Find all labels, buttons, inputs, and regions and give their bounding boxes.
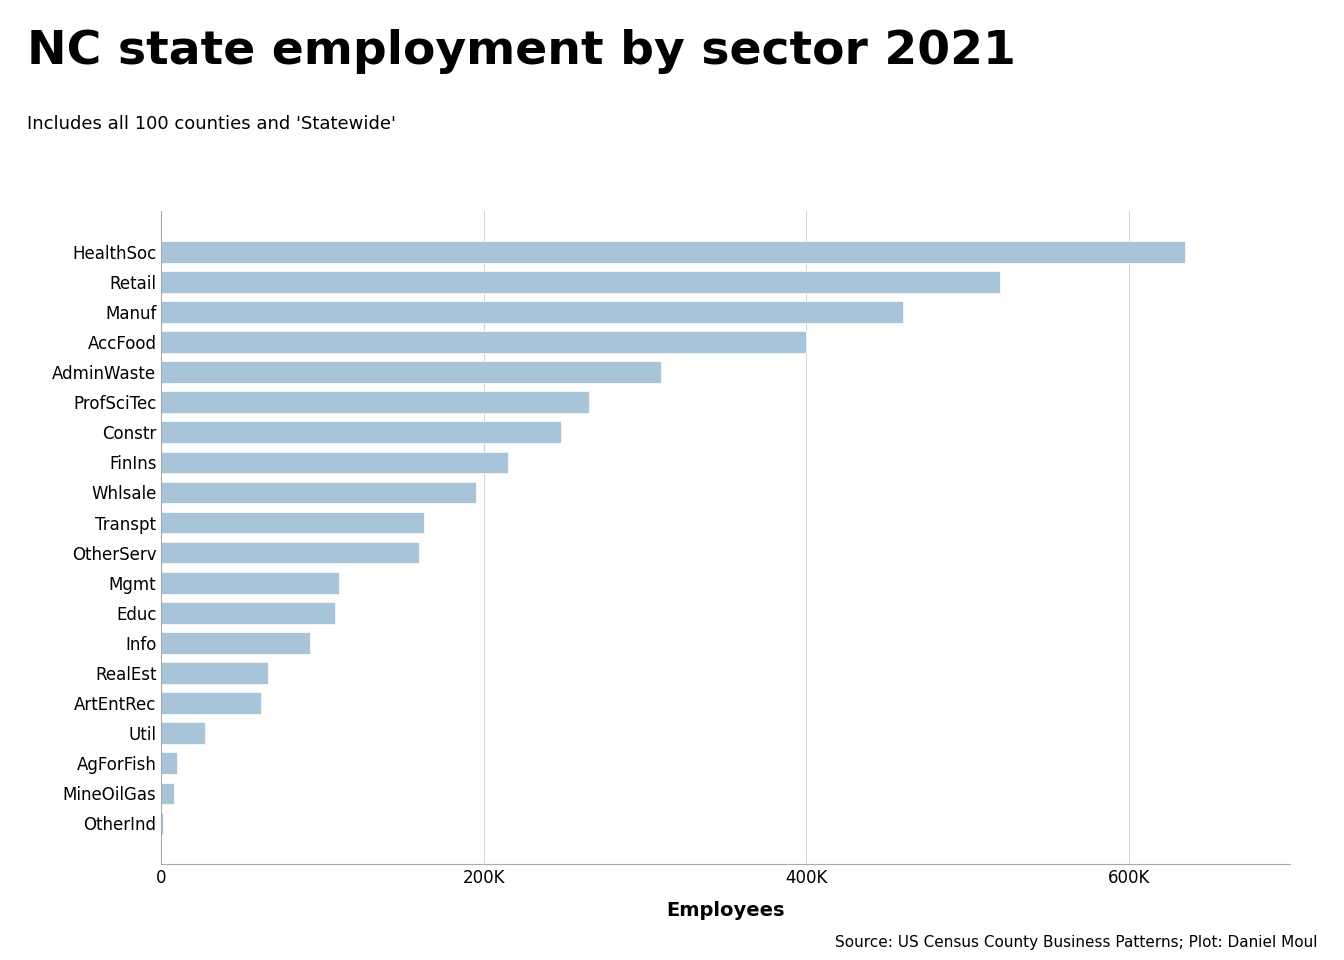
Bar [161, 782, 175, 804]
X-axis label: Employees: Employees [667, 900, 785, 920]
Bar [161, 482, 476, 503]
Bar [161, 241, 1185, 262]
Bar [161, 301, 903, 323]
Bar [161, 331, 806, 353]
Bar [161, 451, 508, 473]
Bar [161, 271, 1000, 293]
Text: Includes all 100 counties and 'Statewide': Includes all 100 counties and 'Statewide… [27, 115, 396, 133]
Text: NC state employment by sector 2021: NC state employment by sector 2021 [27, 29, 1016, 74]
Bar [161, 602, 336, 624]
Bar [161, 541, 419, 564]
Bar [161, 692, 261, 714]
Bar [161, 753, 177, 774]
Bar [161, 662, 267, 684]
Bar [161, 421, 562, 444]
Bar [161, 572, 339, 593]
Bar [161, 632, 309, 654]
Bar [161, 361, 661, 383]
Text: Source: US Census County Business Patterns; Plot: Daniel Moul: Source: US Census County Business Patter… [835, 935, 1317, 950]
Bar [161, 813, 163, 834]
Bar [161, 512, 425, 534]
Bar [161, 392, 589, 413]
Bar [161, 722, 204, 744]
